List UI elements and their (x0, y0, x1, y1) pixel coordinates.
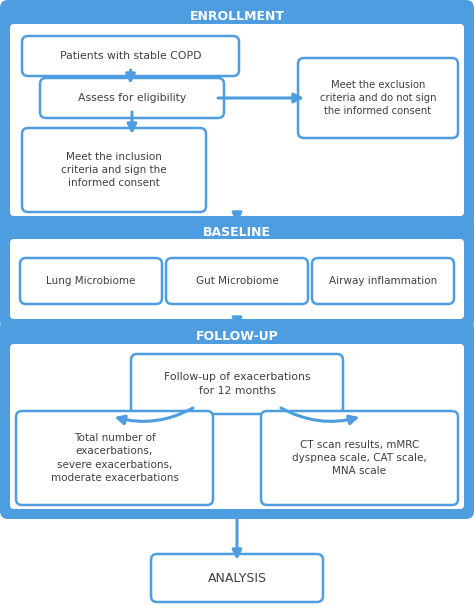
FancyBboxPatch shape (151, 554, 323, 602)
FancyBboxPatch shape (40, 78, 224, 118)
Text: ENROLLMENT: ENROLLMENT (190, 10, 284, 24)
Text: CT scan results, mMRC
dyspnea scale, CAT scale,
MNA scale: CT scan results, mMRC dyspnea scale, CAT… (292, 440, 427, 476)
FancyBboxPatch shape (20, 258, 162, 304)
FancyBboxPatch shape (22, 128, 206, 212)
FancyBboxPatch shape (0, 0, 474, 226)
FancyBboxPatch shape (312, 258, 454, 304)
Text: Meet the exclusion
criteria and do not sign
the informed consent: Meet the exclusion criteria and do not s… (320, 80, 436, 116)
Text: BASELINE: BASELINE (203, 225, 271, 239)
FancyBboxPatch shape (16, 411, 213, 505)
Text: ANALYSIS: ANALYSIS (208, 571, 266, 585)
FancyBboxPatch shape (166, 258, 308, 304)
FancyBboxPatch shape (298, 58, 458, 138)
FancyBboxPatch shape (131, 354, 343, 414)
FancyBboxPatch shape (22, 36, 239, 76)
FancyBboxPatch shape (0, 215, 474, 329)
FancyBboxPatch shape (0, 320, 474, 519)
Text: FOLLOW-UP: FOLLOW-UP (196, 330, 278, 344)
Text: Total number of
exacerbations,
severe exacerbations,
moderate exacerbations: Total number of exacerbations, severe ex… (51, 433, 178, 483)
FancyBboxPatch shape (10, 239, 464, 319)
Text: Airway inflammation: Airway inflammation (329, 276, 437, 286)
Text: Meet the inclusion
criteria and sign the
informed consent: Meet the inclusion criteria and sign the… (61, 152, 167, 188)
Text: Patients with stable COPD: Patients with stable COPD (60, 51, 201, 61)
Text: Lung Microbiome: Lung Microbiome (46, 276, 136, 286)
Text: Gut Microbiome: Gut Microbiome (196, 276, 278, 286)
Text: Follow-up of exacerbations
for 12 months: Follow-up of exacerbations for 12 months (164, 373, 310, 396)
FancyBboxPatch shape (261, 411, 458, 505)
FancyBboxPatch shape (10, 344, 464, 509)
FancyBboxPatch shape (10, 24, 464, 216)
Text: Assess for eligibility: Assess for eligibility (78, 93, 186, 103)
